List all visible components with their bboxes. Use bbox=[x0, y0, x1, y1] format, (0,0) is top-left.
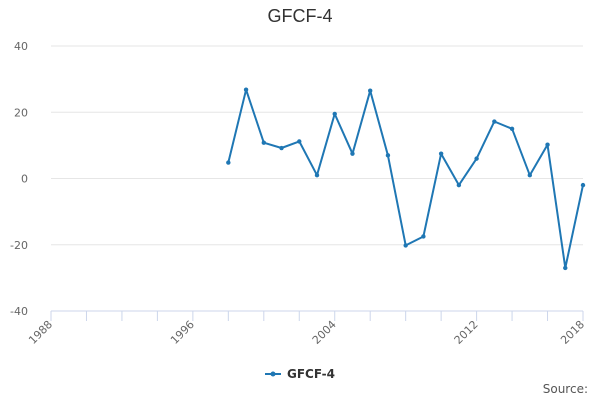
data-point[interactable] bbox=[243, 87, 249, 92]
data-point[interactable] bbox=[350, 151, 355, 156]
y-tick-label: -40 bbox=[10, 305, 28, 318]
legend-marker-icon bbox=[270, 371, 276, 377]
y-tick-label: 20 bbox=[14, 106, 28, 119]
y-tick-label: 40 bbox=[14, 40, 28, 53]
legend[interactable]: GFCF-4 bbox=[265, 367, 335, 381]
data-point[interactable] bbox=[509, 126, 515, 132]
data-point[interactable] bbox=[492, 119, 497, 124]
data-point[interactable] bbox=[297, 139, 302, 144]
data-point[interactable] bbox=[279, 145, 284, 151]
y-axis-ticks: 40 20 0 -20 -40 bbox=[10, 40, 28, 318]
data-point[interactable] bbox=[438, 151, 444, 156]
data-point[interactable] bbox=[527, 172, 532, 178]
series-layer bbox=[226, 87, 586, 271]
source-label: Source: bbox=[542, 382, 588, 396]
data-point[interactable] bbox=[332, 111, 337, 117]
y-tick-label: -20 bbox=[10, 239, 28, 252]
data-point[interactable] bbox=[474, 156, 479, 161]
chart-title: GFCF-4 bbox=[267, 6, 333, 26]
data-point[interactable] bbox=[368, 88, 373, 93]
x-tick-label: 2004 bbox=[310, 318, 339, 347]
grid-lines bbox=[51, 45, 583, 246]
data-point[interactable] bbox=[545, 142, 550, 147]
data-point[interactable] bbox=[403, 243, 408, 248]
x-tick-label: 2012 bbox=[452, 318, 481, 347]
data-point[interactable] bbox=[385, 153, 391, 158]
x-tick-label: 2018 bbox=[558, 318, 587, 347]
data-point[interactable] bbox=[226, 160, 231, 165]
legend-label[interactable]: GFCF-4 bbox=[287, 367, 335, 381]
data-point[interactable] bbox=[421, 234, 426, 239]
x-tick-label: 1988 bbox=[26, 318, 55, 347]
data-point[interactable] bbox=[314, 172, 320, 178]
x-axis: 1988 1996 2004 2012 2018 bbox=[26, 310, 587, 347]
x-tick-label: 1996 bbox=[168, 318, 197, 347]
data-point[interactable] bbox=[563, 265, 568, 271]
data-point[interactable] bbox=[456, 182, 462, 188]
data-point[interactable] bbox=[261, 140, 266, 145]
y-tick-label: 0 bbox=[21, 173, 28, 186]
data-point[interactable] bbox=[580, 182, 586, 188]
